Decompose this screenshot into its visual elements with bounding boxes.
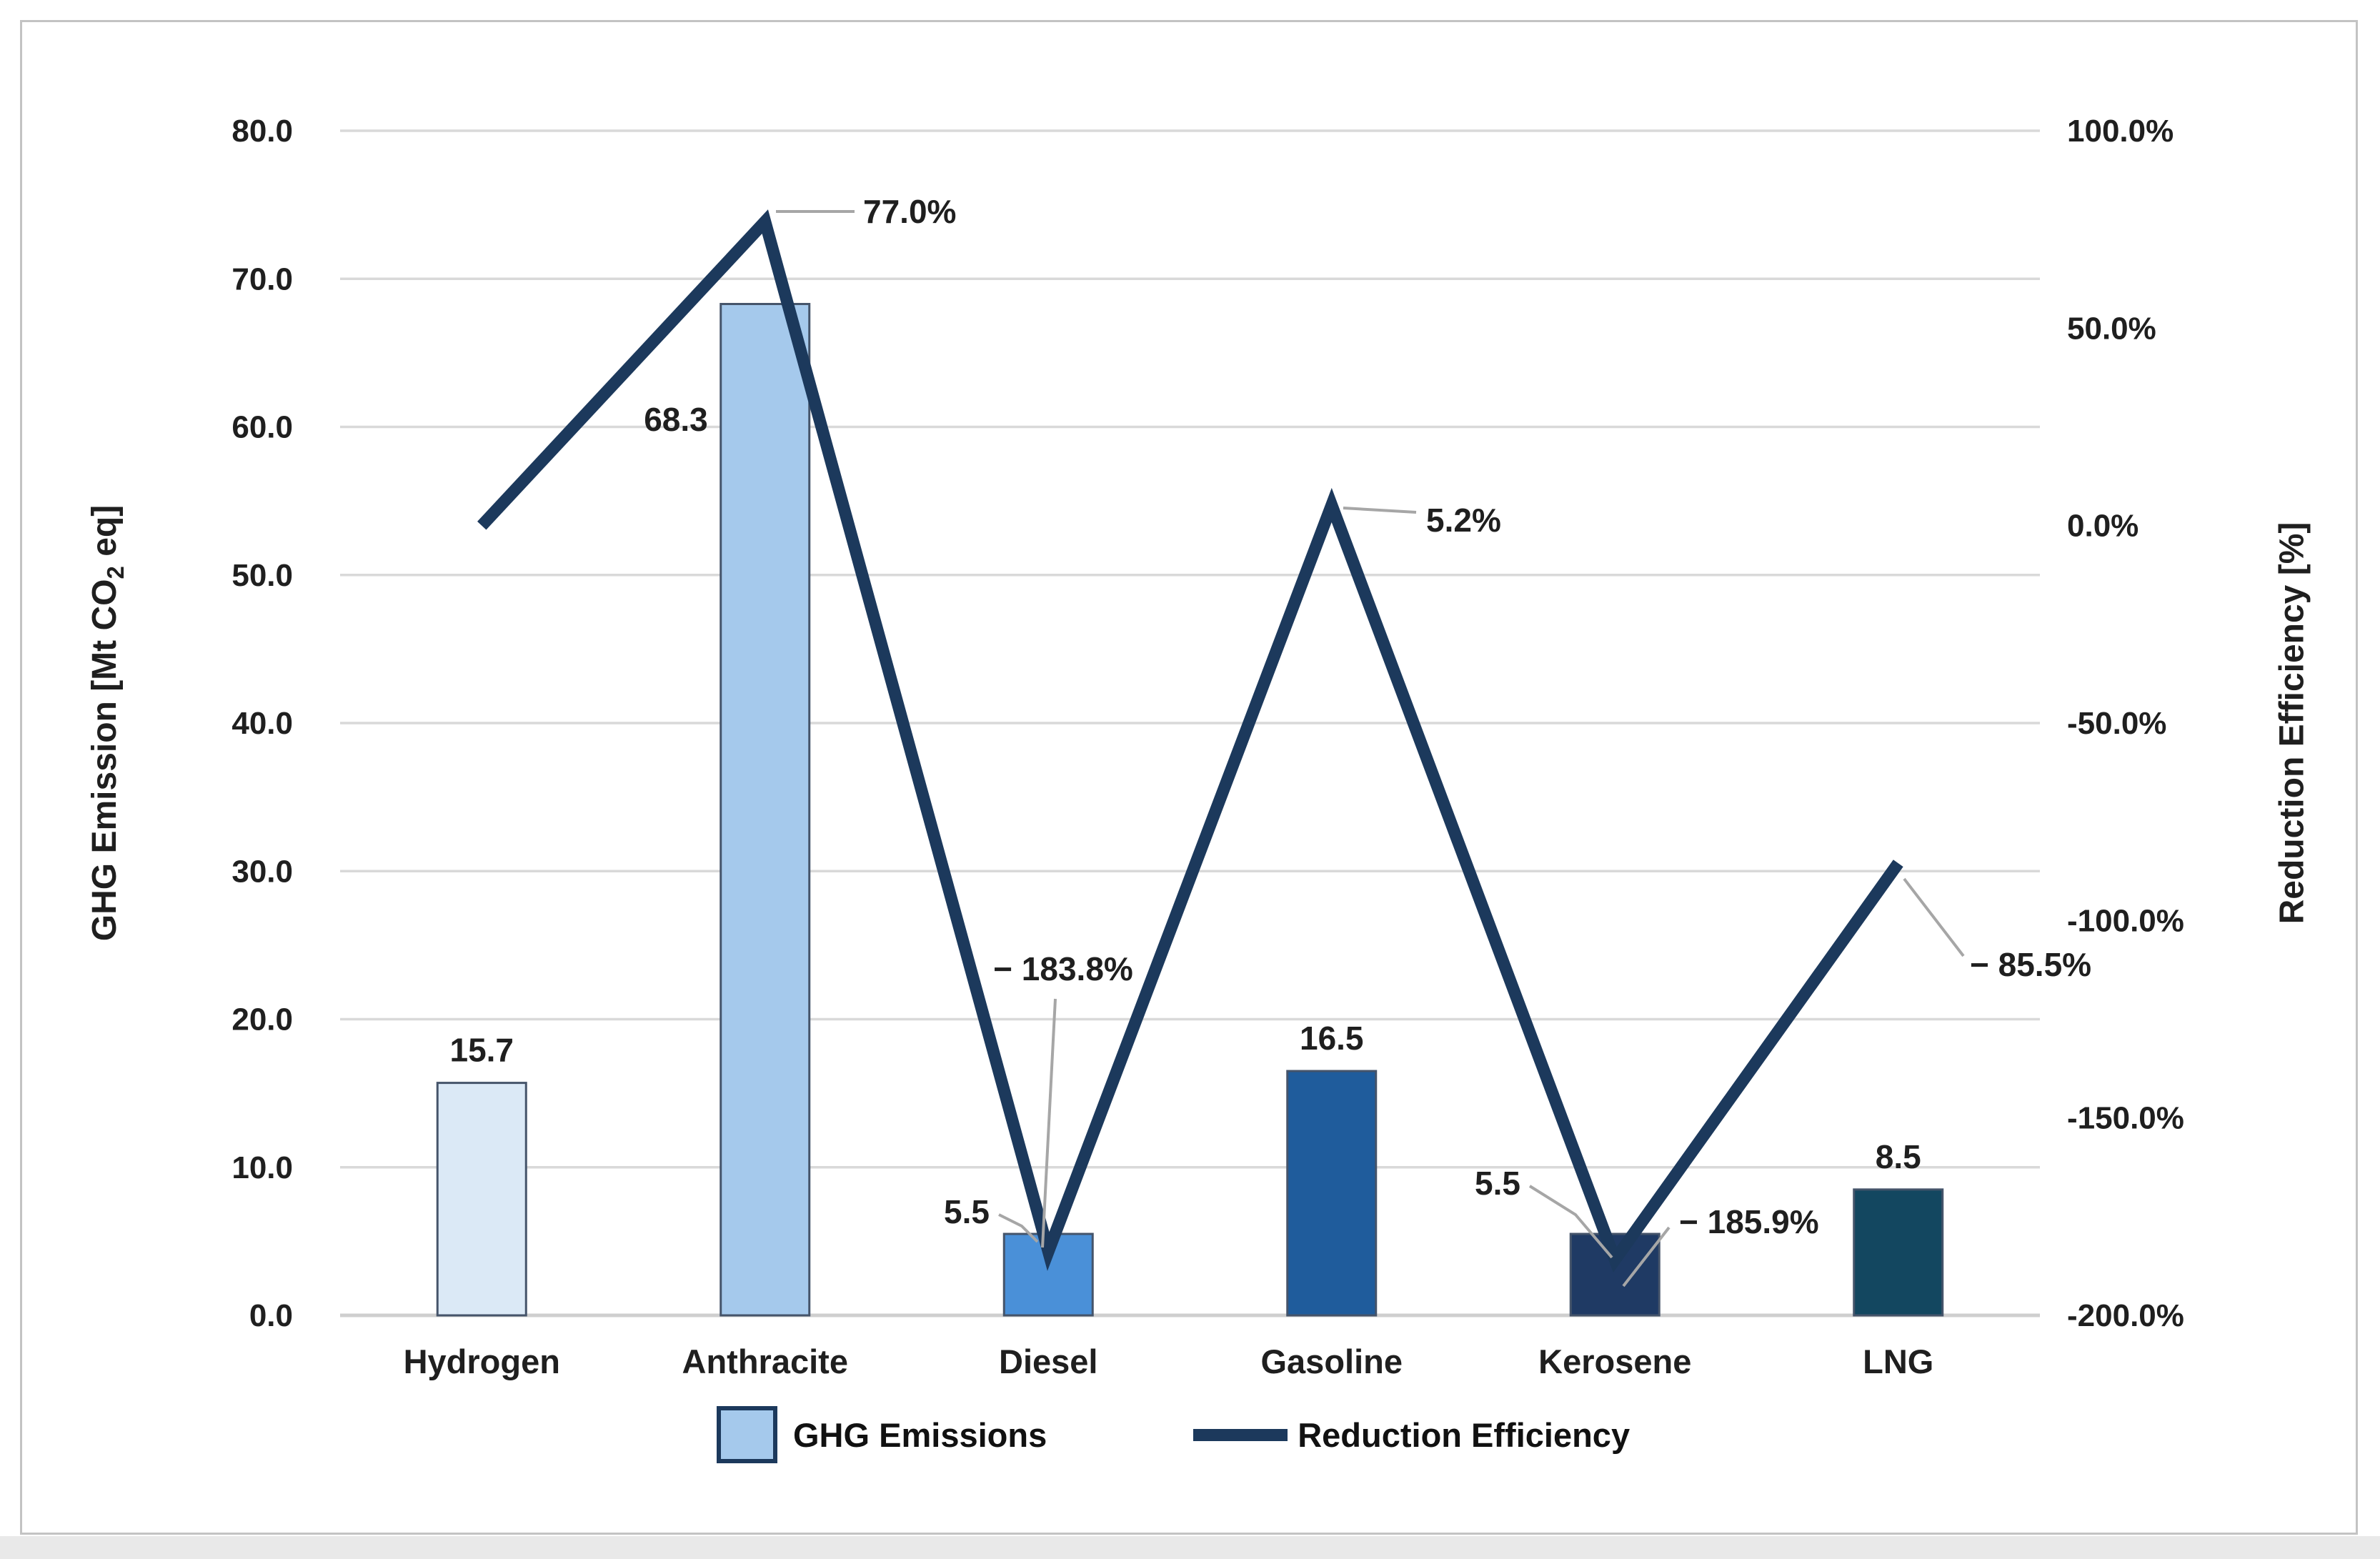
legend-label-reduction-efficiency: Reduction Efficiency	[1298, 1415, 1630, 1454]
right-axis-title: Reduction Efficiency [%]	[2273, 522, 2312, 925]
chart-legend: GHG Emissions Reduction Efficiency	[717, 1406, 1630, 1463]
chart-frame	[20, 20, 2358, 1535]
bar-hydrogen	[436, 1082, 527, 1317]
bar-gasoline	[1286, 1070, 1378, 1317]
y-axis-left-tick-label: 30.0	[231, 854, 293, 889]
reduction-efficiency-line	[477, 209, 1903, 1272]
legend-item-ghg-emissions: GHG Emissions	[717, 1406, 1047, 1463]
bar-value-label: 16.5	[1300, 1020, 1364, 1057]
y-axis-left-tick-label: 80.0	[231, 114, 293, 149]
line-value-label: 77.0%	[863, 193, 956, 230]
y-axis-right-tick-label: 50.0%	[2067, 311, 2156, 346]
page-bottom-band	[0, 1536, 2380, 1559]
x-axis-category-label: Anthracite	[682, 1343, 848, 1380]
left-axis-title-text: GHG Emission [Mt CO	[86, 579, 124, 942]
bar-value-label: 5.5	[1475, 1165, 1520, 1202]
y-axis-right-tick-label: 0.0%	[2067, 509, 2138, 544]
y-axis-left-tick-label: 40.0	[231, 706, 293, 741]
line-value-label: 5.2%	[1426, 502, 1501, 539]
left-axis-title-subscript: 2	[101, 566, 129, 579]
y-axis-right-tick-label: -150.0%	[2067, 1101, 2184, 1136]
x-axis-category-label: Gasoline	[1260, 1343, 1403, 1380]
data-label-leader-line	[1343, 507, 1417, 514]
y-axis-right-tick-label: -200.0%	[2067, 1298, 2184, 1333]
data-label-leader-line	[998, 1213, 1039, 1243]
data-label-leader-line	[1622, 1226, 1671, 1287]
y-axis-left-tick-label: 0.0	[249, 1298, 293, 1333]
y-axis-left-tick-label: 50.0	[231, 558, 293, 593]
x-axis-category-label: Hydrogen	[404, 1343, 560, 1380]
y-axis-left-tick-label: 20.0	[231, 1002, 293, 1037]
reduction-efficiency-line-icon	[1193, 1428, 1288, 1441]
y-axis-left-tick-label: 60.0	[231, 410, 293, 445]
y-axis-right-tick-label: -100.0%	[2067, 903, 2184, 938]
data-label-leader-line	[1041, 998, 1057, 1248]
ghg-emissions-swatch-icon	[717, 1406, 777, 1463]
y-axis-right-tick-label: -50.0%	[2067, 706, 2166, 741]
bar-anthracite	[720, 302, 811, 1317]
line-value-label: − 85.5%	[1970, 946, 2091, 983]
legend-label-ghg-emissions: GHG Emissions	[793, 1415, 1047, 1454]
data-label-leader-line	[1903, 877, 1965, 957]
bar-value-label: 68.3	[644, 401, 708, 438]
bar-lng	[1853, 1188, 1944, 1317]
line-value-label: − 185.9%	[1679, 1203, 1819, 1240]
y-axis-left-tick-label: 70.0	[231, 262, 293, 297]
y-axis-right-tick-label: 100.0%	[2067, 114, 2174, 149]
legend-item-reduction-efficiency: Reduction Efficiency	[1193, 1415, 1630, 1455]
line-value-label: − 183.8%	[993, 950, 1133, 987]
left-axis-title-unit: eq]	[86, 504, 124, 567]
x-axis-category-label: LNG	[1863, 1343, 1933, 1380]
y-axis-left-tick-label: 10.0	[231, 1150, 293, 1185]
x-axis-category-label: Diesel	[999, 1343, 1097, 1380]
x-axis-category-label: Kerosene	[1538, 1343, 1691, 1380]
bar-value-label: 15.7	[449, 1032, 514, 1069]
bar-value-label: 5.5	[944, 1193, 990, 1230]
left-axis-title: GHG Emission [Mt CO2 eq]	[85, 505, 129, 941]
data-label-leader-line	[1528, 1185, 1613, 1259]
bar-value-label: 8.5	[1876, 1138, 1921, 1175]
right-axis-title-text: Reduction Efficiency [%]	[2273, 522, 2311, 925]
